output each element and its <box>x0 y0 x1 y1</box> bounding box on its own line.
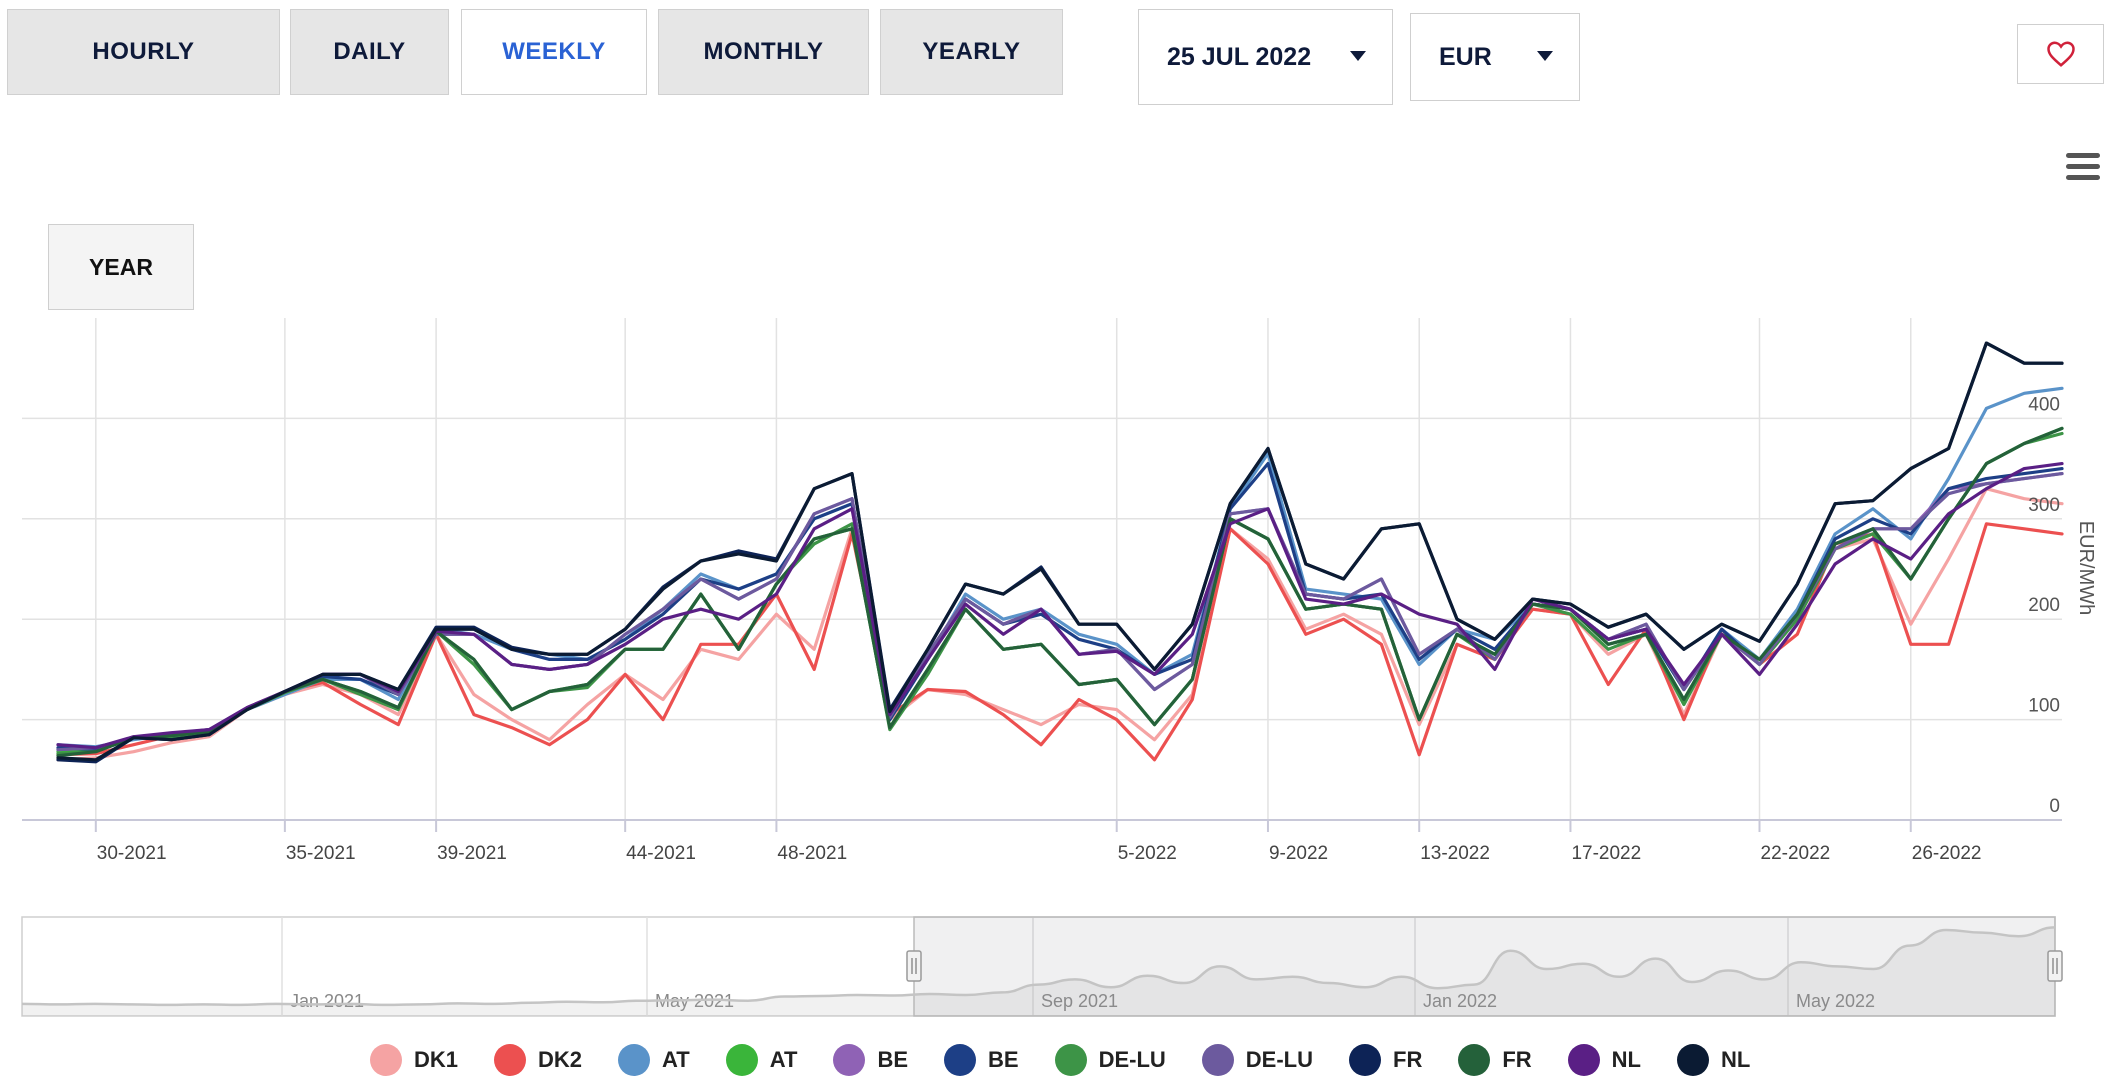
tab-daily[interactable]: DAILY <box>290 9 449 95</box>
x-tick-label: 9-2022 <box>1269 843 1328 864</box>
x-tick-label: 26-2022 <box>1912 843 1982 864</box>
date-select[interactable]: 25 JUL 2022 <box>1138 9 1393 105</box>
series-line-nl-11 <box>56 341 2064 762</box>
year-button[interactable]: YEAR <box>48 224 194 310</box>
chart-axes: 0 100 200 300 400 30-2021 35-2021 39-2021 44-202… <box>22 394 2097 864</box>
legend-label: BE <box>877 1047 908 1072</box>
weekly-price-chart: 0 100 200 300 400 30-2021 35-2021 39-2021 44-202… <box>21 318 2097 1017</box>
x-tick-label: 30-2021 <box>97 843 167 864</box>
legend-item-dk1[interactable]: DK1 <box>370 1044 458 1076</box>
currency-select-value: EUR <box>1439 42 1492 71</box>
legend-item-be[interactable]: BE <box>944 1044 1019 1076</box>
hamburger-menu-icon[interactable] <box>2066 153 2100 183</box>
legend-item-at[interactable]: AT <box>618 1044 690 1076</box>
legend-label: DE-LU <box>1245 1047 1313 1072</box>
legend-swatch <box>1054 1044 1087 1076</box>
y-tick-label: 400 <box>2028 394 2060 415</box>
series-line-dk2-1 <box>56 522 2064 762</box>
y-tick-label: 0 <box>2049 796 2060 817</box>
legend-swatch <box>1567 1044 1600 1076</box>
legend-swatch <box>1349 1044 1381 1076</box>
legend-label: DK1 <box>414 1047 459 1072</box>
legend-item-be[interactable]: BE <box>833 1044 908 1076</box>
y-tick-label: 100 <box>2028 696 2060 717</box>
x-tick-label: 22-2022 <box>1761 843 1831 864</box>
legend-item-de-lu[interactable]: DE-LU <box>1201 1044 1313 1076</box>
chevron-down-icon <box>1537 51 1553 61</box>
legend-swatch <box>370 1044 402 1076</box>
legend-label: FR <box>1502 1047 1532 1072</box>
legend-label: AT <box>662 1047 690 1072</box>
legend-swatch <box>725 1044 758 1076</box>
handle-box <box>906 950 922 982</box>
x-tick-label: 39-2021 <box>437 843 507 864</box>
x-tick-label: 35-2021 <box>286 843 356 864</box>
tab-monthly[interactable]: MONTHLY <box>658 9 869 95</box>
navigator-label: May 2022 <box>1796 991 1875 1011</box>
legend-swatch <box>833 1044 866 1076</box>
series-line-be-4 <box>56 472 2064 752</box>
x-tick-label: 44-2021 <box>626 843 696 864</box>
legend-label: BE <box>988 1047 1019 1072</box>
tab-yearly[interactable]: YEARLY <box>880 9 1063 95</box>
y-axis-title: EUR/MWh <box>2075 521 2097 615</box>
legend-swatch <box>618 1044 651 1076</box>
navigator-line <box>21 926 2056 1007</box>
heart-icon <box>2046 41 2075 67</box>
navigator-selected-range <box>913 916 2056 1017</box>
navigator-label: Jan 2021 <box>290 991 364 1011</box>
legend-label: AT <box>769 1047 798 1072</box>
tab-hourly[interactable]: HOURLY <box>7 9 280 95</box>
legend-item-fr[interactable]: FR <box>1349 1044 1422 1076</box>
series-line-de-lu-7 <box>56 472 2064 752</box>
legend-item-de-lu[interactable]: DE-LU <box>1054 1044 1166 1076</box>
legend-swatch <box>1676 1044 1709 1076</box>
navigator-label: Sep 2021 <box>1041 991 1118 1011</box>
x-tick-label: 17-2022 <box>1571 843 1641 864</box>
x-tick-label: 5-2022 <box>1118 843 1177 864</box>
legend-swatch <box>1458 1044 1491 1076</box>
navigator-handle-left[interactable] <box>906 950 922 982</box>
legend-item-dk2[interactable]: DK2 <box>494 1044 582 1076</box>
legend-label: DK2 <box>538 1047 583 1072</box>
date-select-value: 25 JUL 2022 <box>1167 42 1312 71</box>
legend-item-nl[interactable]: NL <box>1676 1044 1751 1076</box>
legend-swatch <box>944 1044 976 1076</box>
favorite-button[interactable] <box>2017 24 2104 84</box>
series-line-be-5 <box>56 462 2064 752</box>
range-navigator[interactable]: Jan 2021May 2021Sep 2021Jan 2022May 2022 <box>21 916 2063 1017</box>
legend-swatch <box>1201 1044 1234 1076</box>
handle-box <box>2047 950 2063 982</box>
chevron-down-icon <box>1350 51 1366 61</box>
series-line-fr-8 <box>56 341 2064 764</box>
navigator-handle-right[interactable] <box>2047 950 2063 982</box>
navigator-label: Jan 2022 <box>1423 991 1497 1011</box>
legend-label: DE-LU <box>1098 1047 1166 1072</box>
y-tick-label: 200 <box>2028 595 2060 616</box>
chart-legend: DK1 DK2 AT AT BE BE DE-LU DE-LU FR FR NL NL <box>370 1038 1786 1082</box>
legend-label: NL <box>1611 1047 1641 1072</box>
chart-series <box>56 341 2064 764</box>
x-tick-label: 13-2022 <box>1420 843 1490 864</box>
x-tick-label: 48-2021 <box>777 843 847 864</box>
legend-item-fr[interactable]: FR <box>1458 1044 1532 1076</box>
y-tick-label: 300 <box>2028 495 2060 516</box>
legend-item-nl[interactable]: NL <box>1567 1044 1641 1076</box>
legend-label: NL <box>1720 1047 1751 1072</box>
navigator-area <box>22 927 2055 1016</box>
legend-swatch <box>494 1044 527 1076</box>
tab-weekly[interactable]: WEEKLY <box>461 9 647 95</box>
currency-select[interactable]: EUR <box>1410 13 1580 101</box>
legend-item-at[interactable]: AT <box>725 1044 798 1076</box>
series-line-fr-9 <box>56 426 2064 758</box>
legend-label: FR <box>1393 1047 1423 1072</box>
